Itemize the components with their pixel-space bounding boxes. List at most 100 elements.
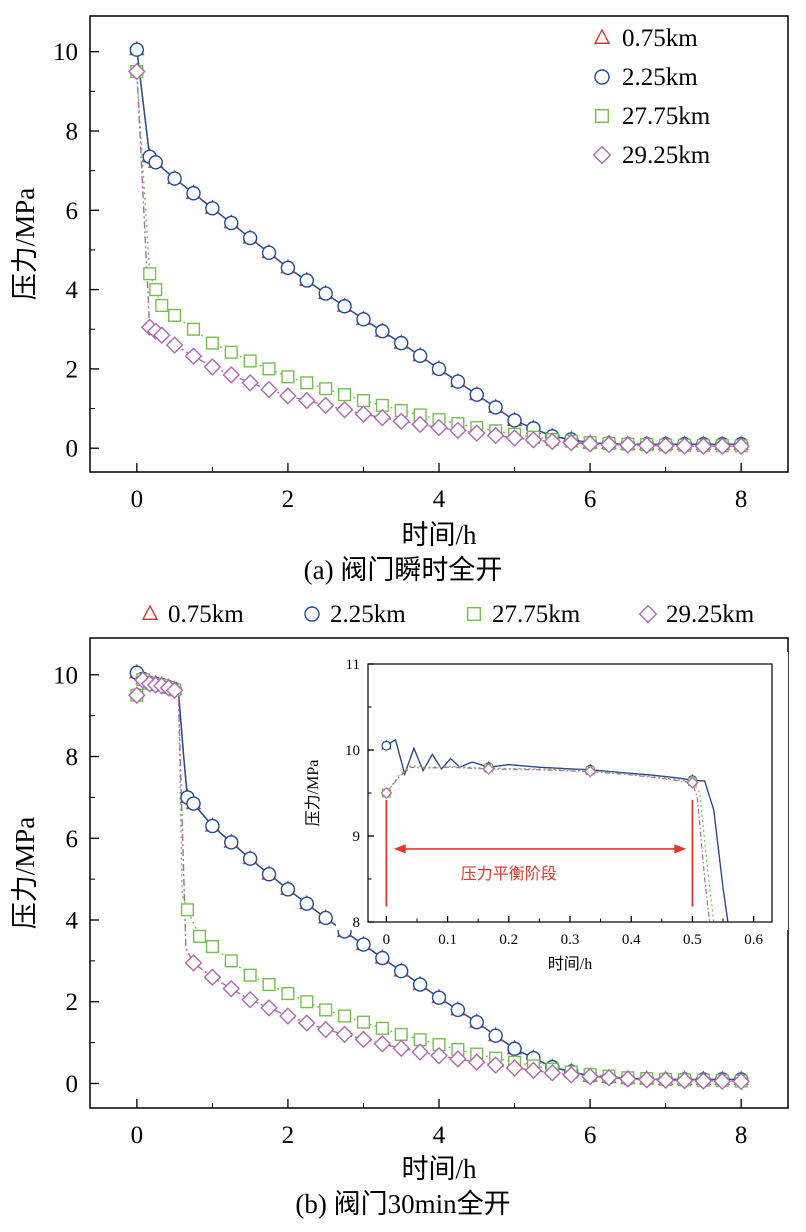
diamond-marker (467, 424, 486, 442)
diamond-marker (298, 1014, 316, 1032)
diamond-marker (449, 421, 467, 440)
diamond-marker (505, 429, 524, 447)
diamond-marker (411, 1043, 429, 1061)
x-tick-label: 0 (131, 486, 144, 513)
circle-marker (205, 818, 220, 834)
circle-marker (356, 312, 371, 327)
y-tick-label: 2 (66, 356, 79, 383)
square-marker (143, 267, 157, 281)
circle-marker (280, 260, 296, 275)
series-line-29.25km (385, 766, 711, 922)
diamond-marker (184, 954, 203, 972)
diamond-marker (505, 1059, 524, 1077)
square-marker (356, 394, 371, 408)
diamond-marker (241, 990, 259, 1009)
legend-label-2.25km: 2.25km (330, 601, 406, 628)
chart-a-legend: 0.75km 2.25km 27.75km 29.25km (592, 25, 711, 169)
y-axis-label: 压力/MPa (304, 760, 322, 827)
circle-marker (375, 324, 390, 339)
series-line-27.75km (385, 764, 715, 922)
square-marker (243, 968, 257, 982)
square-marker (168, 308, 182, 322)
x-tick-label: 6 (584, 1122, 597, 1149)
circle-marker (318, 286, 333, 301)
legend-label-29.25km: 29.25km (666, 601, 755, 628)
circle-marker (242, 230, 258, 246)
x-tick-label: 0 (383, 932, 391, 948)
circle-marker (450, 1002, 466, 1018)
circle-marker (129, 42, 145, 57)
square-marker (192, 929, 207, 943)
circle-marker (299, 896, 315, 911)
circle-marker (488, 400, 503, 415)
circle-marker (167, 171, 182, 186)
square-marker (243, 354, 257, 368)
square-marker (595, 108, 610, 123)
square-marker (186, 322, 201, 336)
diamond-marker (354, 1030, 373, 1049)
triangle-marker (593, 28, 611, 44)
y-axis-label: 压力/MPa (10, 188, 40, 301)
square-marker (338, 388, 352, 402)
circle-marker (299, 273, 315, 288)
x-tick-label: 0.2 (499, 932, 518, 948)
diamond-marker (656, 1071, 675, 1089)
chart-b-figure: 0 2 4 6 8 0 2 4 6 8 10 时间/h 压力/MPa 0.75km 2.25km 27.75k… (0, 592, 806, 1226)
square-marker (205, 336, 219, 350)
circle-marker (507, 1041, 522, 1056)
y-tick-label: 11 (346, 657, 360, 673)
diamond-marker (354, 405, 373, 423)
diamond-marker (260, 380, 278, 399)
diamond-marker (600, 435, 618, 454)
diamond-marker (694, 437, 713, 456)
diamond-marker (260, 999, 278, 1017)
legend-label-0.75km: 0.75km (622, 25, 698, 52)
legend-label-2.25km: 2.25km (622, 64, 698, 91)
x-tick-label: 0.5 (683, 932, 702, 948)
diamond-marker (373, 1035, 392, 1053)
diamond-marker (638, 604, 658, 624)
square-marker (180, 903, 194, 917)
y-tick-label: 9 (353, 829, 361, 845)
diamond-marker (430, 1046, 448, 1065)
chart-a-figure: 0 2 4 6 8 0 2 4 6 8 10 时间/h 压力/MPa 0.75km 2.25km 27.75k… (0, 2, 806, 592)
diamond-marker (222, 366, 241, 384)
diamond-marker (732, 1072, 750, 1091)
chart-b-inset-series (380, 738, 729, 922)
square-marker (319, 1003, 333, 1017)
diamond-marker (392, 1039, 411, 1058)
diamond-marker (335, 400, 354, 419)
x-tick-label: 2 (282, 486, 295, 513)
circle-marker (304, 606, 320, 622)
diamond-marker (656, 437, 675, 455)
diamond-marker (316, 1020, 335, 1039)
y-tick-label: 0 (66, 436, 79, 463)
legend-label-29.25km: 29.25km (622, 142, 711, 169)
diamond-marker (298, 391, 316, 410)
chart-a-caption: (a) 阀门瞬时全开 (303, 555, 503, 585)
diamond-marker (449, 1050, 467, 1068)
diamond-marker (482, 762, 495, 775)
diamond-marker (675, 437, 694, 455)
square-marker (319, 382, 333, 396)
square-marker (300, 995, 314, 1009)
diamond-marker (686, 776, 699, 789)
circle-marker (412, 977, 428, 992)
circle-marker (148, 155, 163, 170)
square-marker (394, 1027, 408, 1041)
circle-marker (280, 882, 296, 897)
diamond-marker (486, 426, 505, 445)
diamond-marker (562, 433, 580, 452)
y-tick-label: 10 (345, 743, 360, 759)
square-marker (375, 1021, 389, 1035)
y-tick-label: 4 (66, 908, 79, 935)
x-tick-label: 0 (131, 1122, 144, 1149)
diamond-marker (694, 1072, 713, 1090)
diamond-marker (543, 1064, 562, 1082)
diamond-marker (486, 1056, 505, 1074)
square-marker (356, 1015, 371, 1029)
square-marker (467, 606, 482, 622)
diamond-marker (203, 358, 222, 376)
circle-marker (337, 299, 352, 314)
